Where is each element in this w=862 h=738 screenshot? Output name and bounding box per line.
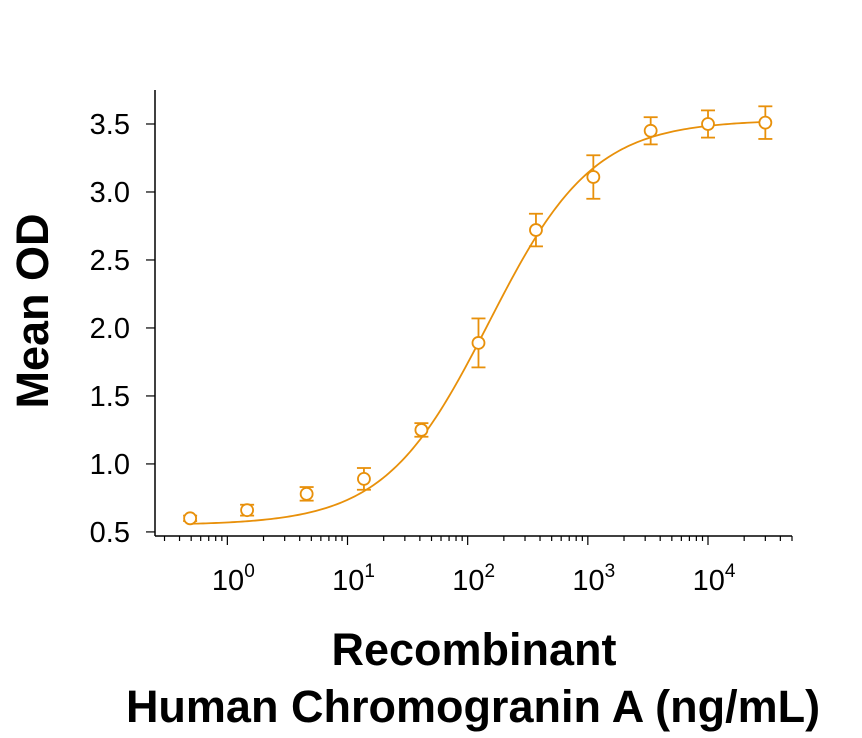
y-tick-label: 1.5 xyxy=(90,381,130,413)
data-point xyxy=(183,511,198,526)
x-tick-exponent: 3 xyxy=(605,561,616,582)
data-point xyxy=(529,223,543,237)
x-ticks: 100 101 102 103 104 xyxy=(163,536,793,597)
data-point xyxy=(586,170,601,184)
data-point xyxy=(758,115,773,130)
y-tick-label: 2.5 xyxy=(90,245,130,277)
y-tick-label: 3.0 xyxy=(90,177,130,209)
x-axis-title-line-1: Recombinant xyxy=(331,624,616,675)
y-tick-label: 3.5 xyxy=(90,109,130,141)
x-tick-label: 102 xyxy=(452,561,495,597)
x-axis: 100 101 102 103 104 xyxy=(155,535,793,597)
x-tick-exponent: 0 xyxy=(244,561,255,582)
y-axis: 0.5 1.0 1.5 2.0 2.5 3.0 3.5 xyxy=(90,90,156,549)
y-tick-label: 2.0 xyxy=(90,313,130,345)
data-point xyxy=(357,471,371,486)
data-point xyxy=(643,123,658,138)
x-tick-exponent: 2 xyxy=(485,561,496,582)
x-tick-base: 10 xyxy=(572,565,604,597)
x-tick-label: 101 xyxy=(332,561,375,597)
x-axis-title-line-2: Human Chromogranin A (ng/mL) xyxy=(126,681,820,732)
x-tick-exponent: 1 xyxy=(364,561,375,582)
x-tick-base: 10 xyxy=(332,565,364,597)
data-point xyxy=(701,117,715,131)
x-tick-base: 10 xyxy=(212,565,244,597)
x-tick-base: 10 xyxy=(452,565,484,597)
y-ticks: 0.5 1.0 1.5 2.0 2.5 3.0 3.5 xyxy=(90,109,155,549)
plot-area xyxy=(183,105,773,526)
y-axis-title: Mean OD xyxy=(7,213,58,408)
x-tick-label: 100 xyxy=(212,561,255,597)
x-tick-base: 10 xyxy=(693,565,725,597)
data-point xyxy=(240,503,254,518)
y-tick-label: 1.0 xyxy=(90,449,130,481)
x-tick-exponent: 4 xyxy=(725,561,736,582)
y-tick-label: 0.5 xyxy=(90,517,130,549)
x-tick-label: 103 xyxy=(572,561,615,597)
data-point xyxy=(299,486,314,501)
data-point xyxy=(414,423,429,437)
data-point xyxy=(471,336,486,350)
x-tick-label: 104 xyxy=(693,561,736,597)
